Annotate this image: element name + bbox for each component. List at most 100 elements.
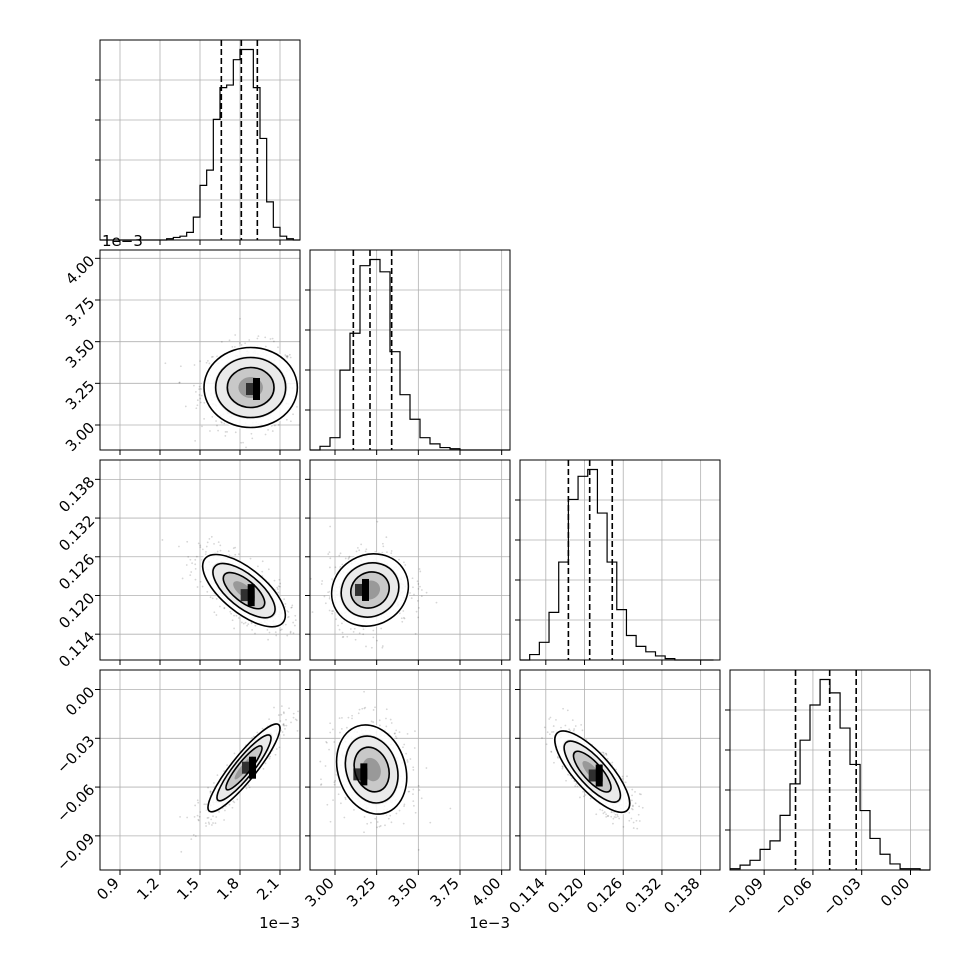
x-tick-label: 0.9 [93,874,123,904]
sample-point [240,441,243,444]
sample-point [393,732,396,735]
sample-point [264,336,267,339]
sample-point [284,354,287,356]
sample-point [252,735,255,738]
sample-point [288,353,291,356]
sample-point [275,748,278,750]
sample-point [197,819,200,822]
sample-point [582,795,585,798]
sample-point [631,805,634,808]
sample-point [268,718,271,721]
sample-point [382,545,385,548]
sample-point [331,610,334,612]
sample-point [390,722,393,724]
sample-point [280,705,283,708]
sample-point [283,598,286,601]
sample-point [208,537,211,540]
sample-point [567,773,569,776]
sample-point [180,850,183,853]
sample-point [194,558,197,561]
sample-point [575,783,578,785]
sample-point [390,821,393,824]
sample-point [250,432,253,435]
sample-point [418,568,421,570]
sample-point [406,732,409,735]
sample-point [323,595,326,598]
sample-point [417,606,420,609]
sample-point [282,711,285,714]
sample-point [282,724,285,727]
density-peak [362,578,369,601]
sample-point [551,731,553,733]
sample-point [560,726,562,729]
sample-point [338,554,341,557]
sample-point [280,628,283,631]
sample-point [209,430,211,432]
sample-point [364,706,367,709]
sample-point [286,634,289,637]
sample-point [209,596,212,599]
sample-point [357,712,360,715]
sample-point [634,790,636,793]
sample-point [289,356,292,359]
sample-point [292,621,295,624]
sample-point [205,545,208,548]
sample-point [206,590,209,593]
histogram-line [520,468,714,661]
sample-point [277,585,280,588]
panel-frame [309,669,511,871]
sample-point [254,632,256,635]
sample-point [217,541,220,544]
sample-point [199,387,202,390]
y-tick-label: −0.09 [53,829,98,874]
sample-point [178,381,181,384]
sample-point [251,736,253,739]
sample-point [193,364,196,366]
sample-point [394,732,396,735]
sample-point [302,400,304,402]
sample-point [282,723,285,725]
sample-point [328,748,330,751]
sample-point [277,714,280,716]
sample-point [610,811,613,814]
sample-point [341,716,343,719]
y-tick-label: 3.00 [62,419,98,455]
sample-point [232,800,235,803]
x-tick-label: 3.00 [301,874,337,910]
x-tick-label: 0.120 [544,874,587,917]
sample-point [321,580,324,582]
sample-point [210,818,213,821]
sample-point [374,706,376,709]
sample-point [638,793,641,795]
sample-point [289,420,292,423]
sample-point [435,601,438,604]
x-offset-label: 1e−3 [259,914,300,932]
sample-point [228,803,231,806]
sample-point [611,761,614,764]
y-tick-label: 0.138 [55,473,98,516]
sample-point [214,822,217,825]
contour-line [203,346,299,429]
sample-point [376,821,379,823]
sample-point [264,762,267,765]
density-panel: 0.9 1.2 1.5 1.8 2.1 −0.09−0.06−0.03 0.00 [53,669,301,904]
sample-point [599,808,602,811]
sample-point [365,548,368,551]
sample-point [274,753,277,756]
sample-point [329,820,332,823]
panel-frame [99,249,301,451]
sample-point [302,398,304,400]
sample-point [286,355,289,357]
sample-point [616,813,619,816]
sample-point [555,718,557,721]
sample-point [229,610,232,613]
sample-point [376,639,378,642]
x-tick-label: −0.06 [771,874,816,919]
sample-point [274,631,277,634]
sample-point [238,342,241,344]
sample-point [240,344,243,346]
sample-point [209,790,212,793]
sample-point [272,340,275,343]
sample-point [224,809,226,812]
